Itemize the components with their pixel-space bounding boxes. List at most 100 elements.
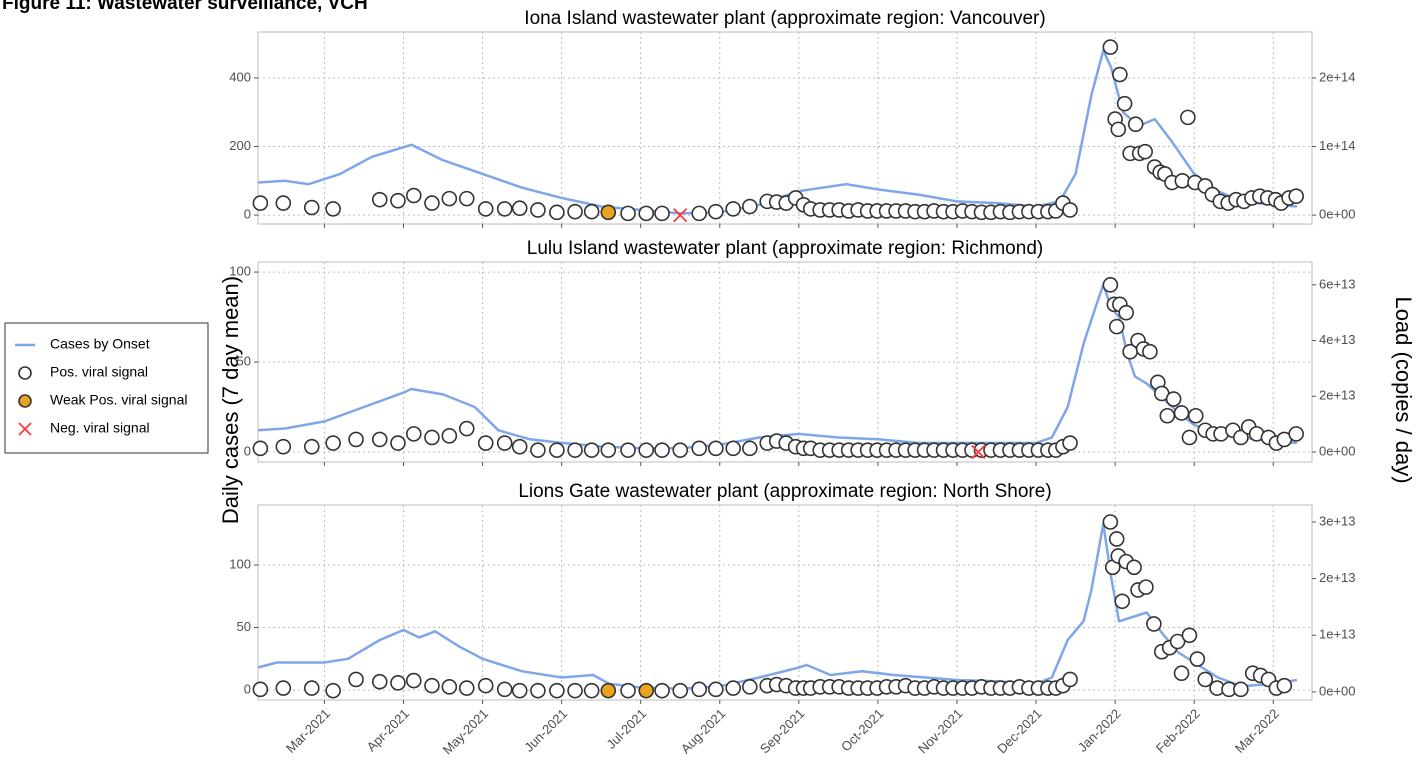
signal-marker	[1112, 66, 1128, 83]
signal-marker	[441, 679, 458, 695]
y-tick-label: 0	[244, 681, 251, 696]
signal-marker	[458, 190, 475, 207]
signal-marker	[1181, 627, 1198, 644]
signal-marker	[583, 442, 600, 458]
x-tick-label: Feb-2022	[1153, 706, 1203, 756]
figure-title: Figure 11: Wastewater surveillance, VCH	[2, 0, 368, 14]
signal-marker	[1181, 429, 1198, 446]
legend-label: Weak Pos. viral signal	[50, 392, 187, 408]
signal-marker	[638, 442, 655, 458]
signal-marker	[1138, 579, 1154, 595]
signal-marker	[654, 442, 670, 458]
y-tick-label: 100	[229, 264, 251, 279]
signal-marker	[742, 198, 758, 215]
signal-marker	[549, 442, 565, 458]
signal-marker	[496, 435, 513, 451]
signal-marker	[638, 682, 655, 699]
signal-marker	[496, 201, 513, 217]
signal-marker	[1108, 318, 1125, 335]
signal-marker	[1173, 405, 1190, 421]
x-tick-label: Aug-2021	[678, 706, 728, 756]
signal-marker	[405, 426, 422, 442]
panel-title: Lions Gate wastewater plant (approximate…	[518, 481, 1051, 502]
signal-marker	[971, 444, 986, 460]
signal-marker	[583, 203, 600, 220]
signal-marker	[725, 201, 742, 217]
signal-marker	[303, 680, 320, 696]
signal-marker	[742, 440, 758, 457]
signal-marker	[275, 195, 292, 211]
signal-marker	[1102, 277, 1119, 293]
signal-marker	[1146, 616, 1162, 632]
signal-marker	[1288, 426, 1304, 442]
signal-marker	[1062, 435, 1078, 451]
signal-marker	[303, 438, 320, 455]
x-tick-label: Jan-2022	[1075, 706, 1124, 755]
signal-marker	[1127, 116, 1144, 133]
signal-marker	[600, 204, 617, 221]
x-tick-label: Nov-2021	[915, 706, 965, 756]
signal-marker	[477, 201, 494, 217]
y2-tick-label: 1e+13	[1319, 627, 1356, 642]
signal-marker	[600, 442, 617, 458]
signal-marker	[405, 672, 422, 689]
signal-marker	[458, 680, 475, 696]
signal-marker	[1233, 681, 1249, 698]
signal-marker	[1062, 671, 1078, 688]
signal-marker	[390, 192, 406, 209]
cases-line	[257, 522, 1298, 691]
signal-marker	[1114, 593, 1131, 610]
panel-title: Iona Island wastewater plant (approximat…	[524, 8, 1045, 29]
signal-marker	[477, 677, 494, 694]
signal-marker	[371, 191, 388, 208]
y2-tick-label: 2e+13	[1319, 570, 1356, 585]
signal-marker	[252, 440, 269, 457]
signal-marker	[1187, 407, 1204, 424]
legend-swatch	[18, 394, 32, 408]
signal-marker	[477, 435, 494, 451]
signal-marker	[691, 681, 708, 698]
signal-marker	[511, 438, 528, 455]
signal-marker	[673, 207, 688, 223]
legend-label: Cases by Onset	[50, 336, 150, 352]
y2-tick-label: 6e+13	[1319, 276, 1356, 291]
x-tick-label: Jul-2021	[603, 706, 649, 752]
signal-marker	[371, 431, 388, 448]
signal-marker	[458, 420, 475, 437]
signal-marker	[1276, 677, 1293, 694]
signal-marker	[390, 675, 406, 691]
legend-box	[4, 322, 209, 454]
signal-marker	[620, 682, 636, 699]
signal-marker	[1173, 665, 1190, 682]
panel: Lulu Island wastewater plant (approximat…	[229, 238, 1356, 466]
y2-tick-label: 0e+00	[1319, 683, 1356, 698]
y2-tick-label: 0e+00	[1319, 207, 1356, 222]
plot-area	[257, 504, 1313, 701]
signal-marker	[325, 435, 341, 451]
x-tick-label: Mar-2022	[1232, 706, 1282, 756]
signal-marker	[742, 679, 758, 695]
y-tick-label: 400	[229, 69, 251, 84]
signal-marker	[1142, 343, 1158, 360]
y-tick-label: 0	[244, 443, 251, 458]
y2-tick-label: 2e+14	[1319, 69, 1356, 84]
y-axis-label: Daily cases (7 day mean)	[218, 276, 243, 524]
x-tick-label: Sep-2021	[757, 706, 807, 756]
x-tick-label: Mar-2021	[283, 706, 333, 756]
signal-marker	[1108, 531, 1125, 547]
signal-marker	[1180, 109, 1196, 126]
signal-marker	[530, 442, 546, 458]
signal-marker	[348, 671, 364, 688]
legend-swatch	[18, 422, 32, 436]
legend-label: Neg. viral signal	[50, 420, 150, 436]
signal-marker	[1169, 633, 1186, 650]
x-tick-label: May-2021	[440, 706, 491, 757]
signal-marker	[275, 680, 292, 696]
signal-marker	[424, 677, 440, 694]
y-tick-label: 50	[237, 353, 251, 368]
signal-marker	[424, 429, 440, 446]
signal-marker	[441, 428, 458, 444]
x-tick-label: Jun-2021	[521, 706, 570, 755]
signal-marker	[708, 440, 724, 457]
